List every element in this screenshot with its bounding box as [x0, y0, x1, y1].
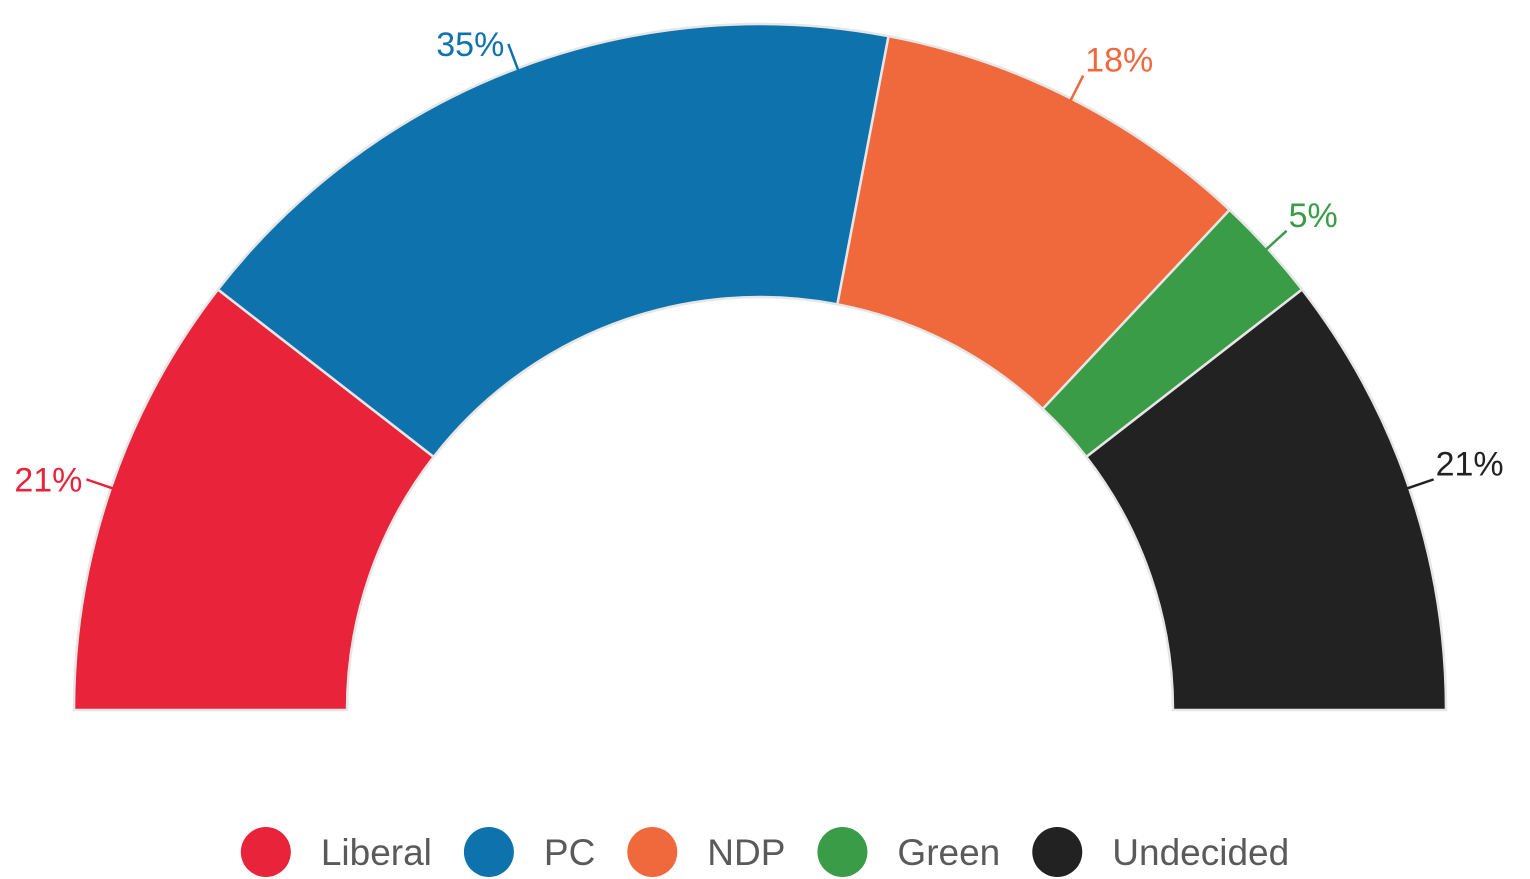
legend-label-undecided: Undecided	[1112, 832, 1289, 873]
leader-line-ndp	[1069, 75, 1085, 102]
legend-swatch-pc	[463, 827, 514, 877]
legend-label-pc: PC	[544, 832, 595, 873]
chart-legend: Liberal PC NDP Green Undecided	[240, 827, 1289, 877]
legend-swatch-undecided	[1032, 827, 1083, 877]
slice-undecided	[1084, 287, 1448, 712]
leader-line-liberal	[85, 478, 114, 490]
leader-line-green	[1265, 229, 1288, 251]
legend-label-green: Green	[897, 832, 1000, 873]
chart-value-labels: 21% 35% 18% 5% 21%	[14, 26, 1503, 499]
value-label-ndp: 18%	[1085, 42, 1153, 80]
legend-swatch-liberal	[240, 827, 291, 877]
value-label-undecided: 21%	[1436, 445, 1504, 483]
legend-swatch-green	[817, 827, 868, 877]
value-label-liberal: 21%	[14, 461, 82, 499]
value-label-pc: 35%	[436, 26, 504, 64]
leader-line-pc	[507, 43, 520, 71]
legend-label-ndp: NDP	[707, 832, 785, 873]
value-label-green: 5%	[1289, 197, 1338, 235]
legend-label-liberal: Liberal	[321, 832, 432, 873]
chart-slices	[72, 22, 1448, 712]
leader-line-undecided	[1406, 478, 1435, 490]
chart-leader-lines	[85, 43, 1435, 490]
legend-swatch-ndp	[627, 827, 678, 877]
slice-pc	[216, 22, 891, 459]
